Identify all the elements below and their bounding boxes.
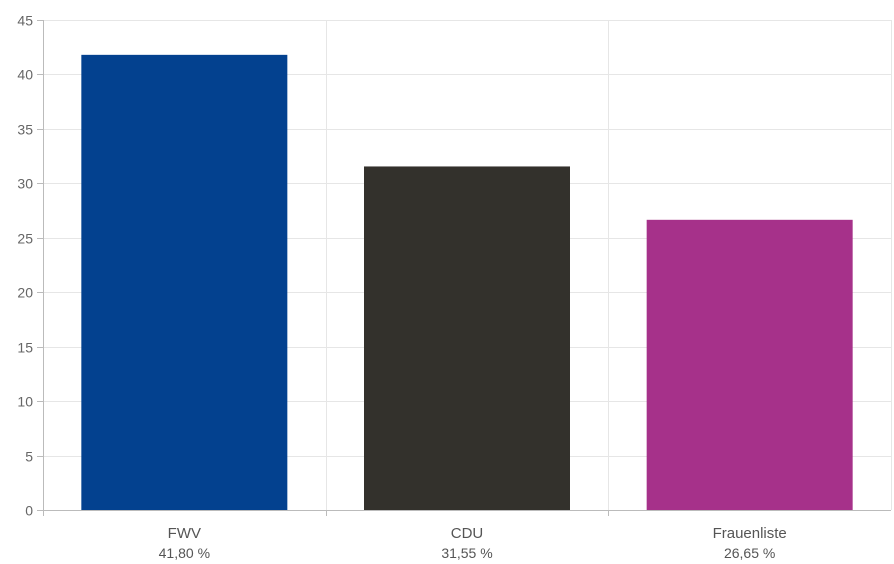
- bar-value-label: 26,65 %: [724, 545, 775, 561]
- x-category-label: FWV: [168, 525, 201, 542]
- x-category-label: Frauenliste: [713, 525, 787, 542]
- y-tick-label: 25: [17, 231, 33, 247]
- y-tick-label: 10: [17, 394, 33, 410]
- y-tick-label: 40: [17, 67, 33, 83]
- bars: [81, 54, 853, 511]
- x-category-label: CDU: [451, 525, 484, 542]
- labels: 0 5 10 15 20 25 30 35 40 45 FWV 41,80 % CDU 31,55 % Fr…: [17, 13, 786, 562]
- bar-cdu: [364, 166, 570, 510]
- bar-frauenliste: [646, 219, 853, 511]
- y-tick-label: 5: [25, 449, 33, 465]
- bar-value-label: 41,80 %: [159, 545, 210, 561]
- y-tick-label: 45: [17, 13, 33, 29]
- y-tick-label: 20: [17, 285, 33, 301]
- axes: [37, 20, 891, 516]
- bar-value-label: 31,55 %: [441, 545, 492, 561]
- y-tick-label: 30: [17, 176, 33, 192]
- y-tick-label: 15: [17, 340, 33, 356]
- bar-fwv: [81, 54, 288, 510]
- y-tick-label: 35: [17, 122, 33, 138]
- y-tick-label: 0: [25, 503, 33, 519]
